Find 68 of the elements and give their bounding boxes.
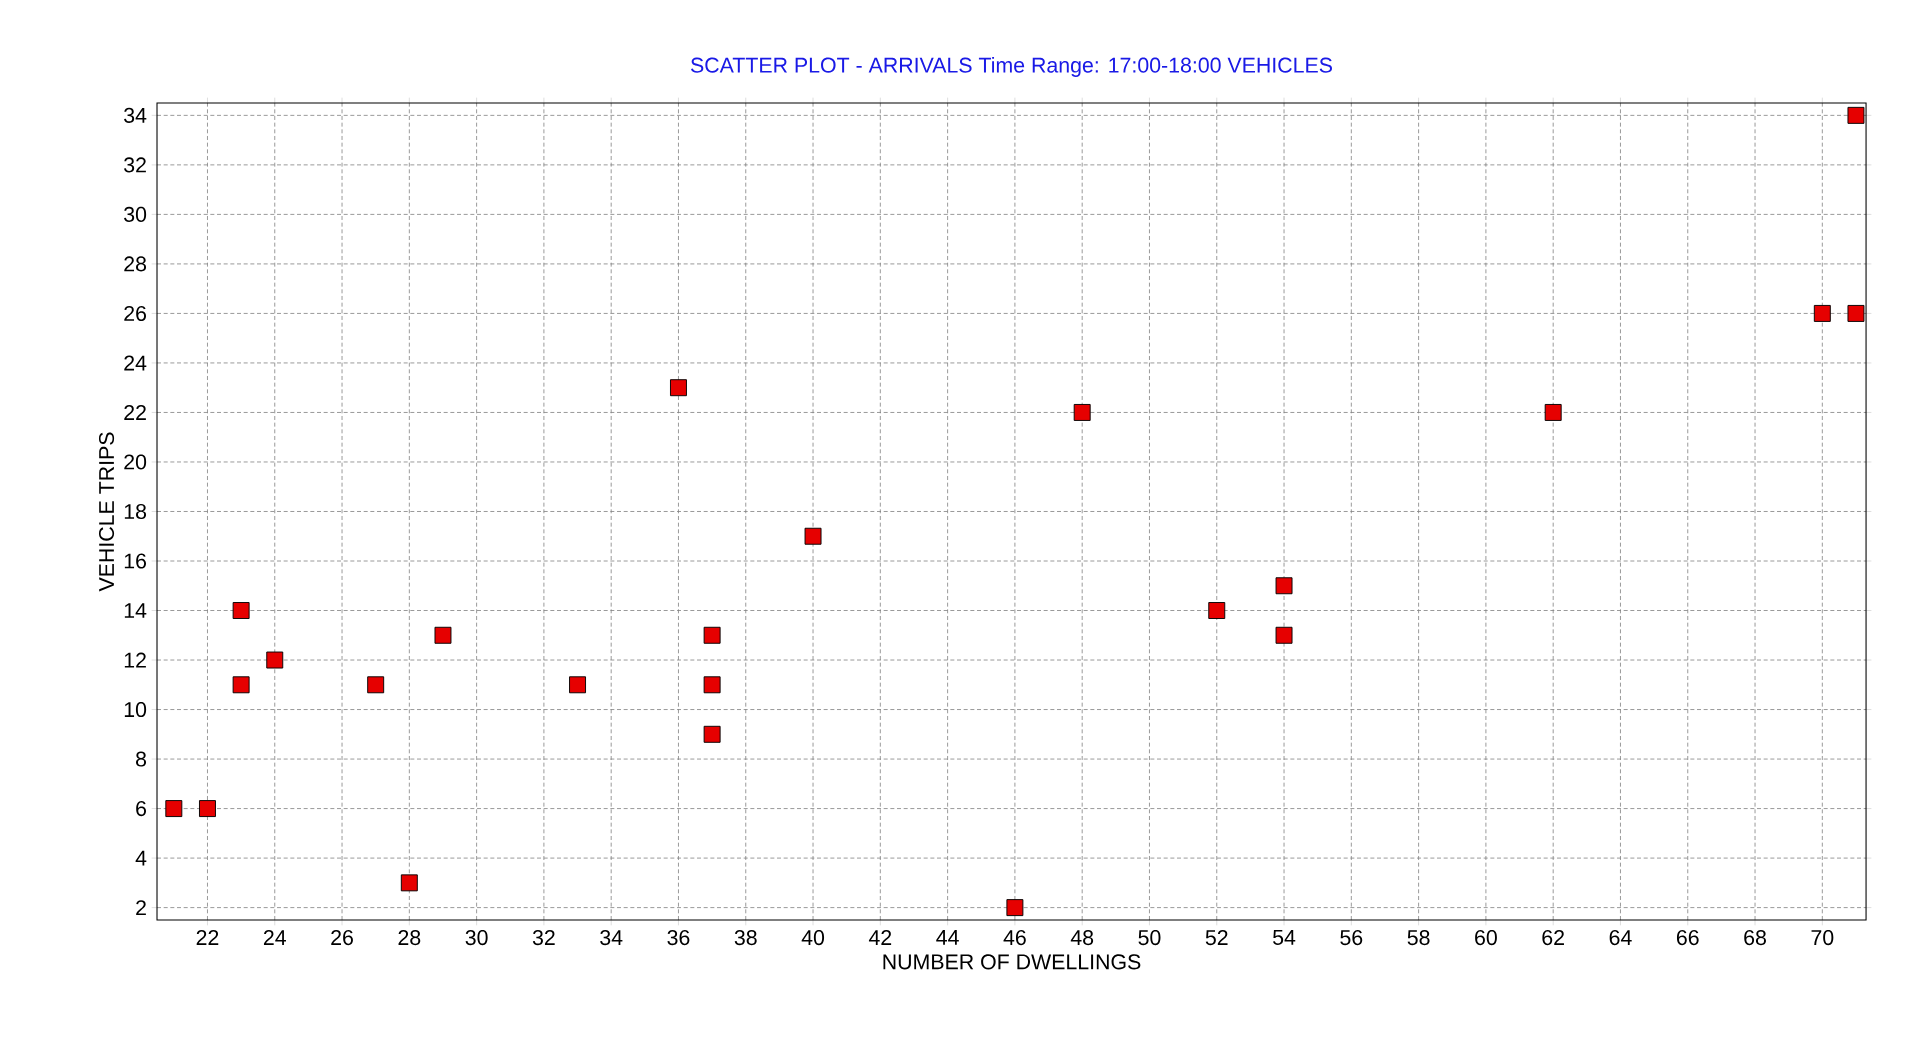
x-tick-label: 54 xyxy=(1273,930,1296,945)
x-tick-label: 60 xyxy=(1475,930,1497,946)
x-tick-label: 24 xyxy=(263,930,286,945)
point xyxy=(400,874,418,892)
point xyxy=(367,676,385,694)
x-tick-label: 64 xyxy=(1609,930,1632,946)
point xyxy=(165,800,183,818)
point xyxy=(1275,577,1293,595)
x-tick-label: 52 xyxy=(1205,930,1228,946)
point xyxy=(1847,106,1865,124)
y-tick-label: 12 xyxy=(124,652,146,668)
y-tick-label: 32 xyxy=(124,157,146,173)
x-tick-label: 30 xyxy=(465,930,488,946)
point xyxy=(1813,304,1831,322)
y-tick-label: 16 xyxy=(124,553,147,569)
y-tick-label: 10 xyxy=(124,702,147,718)
point xyxy=(703,676,721,694)
x-tick-label: 70 xyxy=(1811,930,1834,946)
point xyxy=(1006,899,1024,917)
point xyxy=(232,602,250,619)
x-tick-label: 40 xyxy=(801,930,825,946)
x-tick-label: 44 xyxy=(936,930,959,945)
point xyxy=(1275,626,1293,644)
x-tick-label: 50 xyxy=(1138,930,1161,946)
y-tick-label: 2 xyxy=(136,900,146,916)
x-tick-label: 22 xyxy=(196,930,219,945)
y-tick-label: 6 xyxy=(136,801,147,817)
x-tick-label: 62 xyxy=(1542,930,1564,946)
y-tick-label: 34 xyxy=(124,107,147,123)
y-tick-label: 4 xyxy=(135,850,147,866)
x-tick-label: 28 xyxy=(398,930,421,946)
point xyxy=(1208,602,1226,619)
y-tick-label: 28 xyxy=(124,256,147,272)
x-tick-label: 56 xyxy=(1340,930,1363,946)
x-axis-title: NUMBER OF DWELLINGS xyxy=(883,954,1141,970)
x-tick-label: 46 xyxy=(1003,930,1026,946)
x-tick-label: 26 xyxy=(331,930,353,946)
x-tick-label: 48 xyxy=(1070,930,1094,946)
x-tick-label: 58 xyxy=(1407,930,1430,946)
y-tick-label: 20 xyxy=(124,454,147,470)
x-tick-label: 34 xyxy=(600,930,623,946)
y-tick-label: 18 xyxy=(124,503,147,520)
point xyxy=(703,725,721,743)
y-tick-label: 24 xyxy=(124,355,147,371)
y-tick-label: 30 xyxy=(124,206,147,222)
point xyxy=(670,379,687,397)
point xyxy=(434,626,452,644)
x-tick-label: 42 xyxy=(868,930,892,945)
y-tick-label: 26 xyxy=(124,305,147,321)
y-tick-label: 14 xyxy=(124,603,147,618)
point xyxy=(804,527,822,545)
chart-title: SCATTER PLOT - ARRIVALS Time Range: 17:00-18:00 VEHICLES xyxy=(690,57,1332,77)
point xyxy=(1544,403,1562,421)
x-tick-label: 38 xyxy=(734,930,757,946)
point xyxy=(266,651,284,669)
point xyxy=(232,676,250,694)
point xyxy=(569,676,587,694)
point xyxy=(1847,304,1865,322)
x-tick-label: 36 xyxy=(667,930,690,946)
x-tick-label: 32 xyxy=(532,930,555,946)
x-tick-label: 68 xyxy=(1744,930,1766,946)
y-tick-label: 8 xyxy=(136,751,147,767)
point xyxy=(703,626,721,644)
y-tick-label: 22 xyxy=(124,405,146,420)
y-axis-title: VEHICLE TRIPS xyxy=(98,432,115,592)
x-tick-label: 66 xyxy=(1676,930,1699,946)
point xyxy=(1073,403,1091,421)
point xyxy=(199,800,216,818)
